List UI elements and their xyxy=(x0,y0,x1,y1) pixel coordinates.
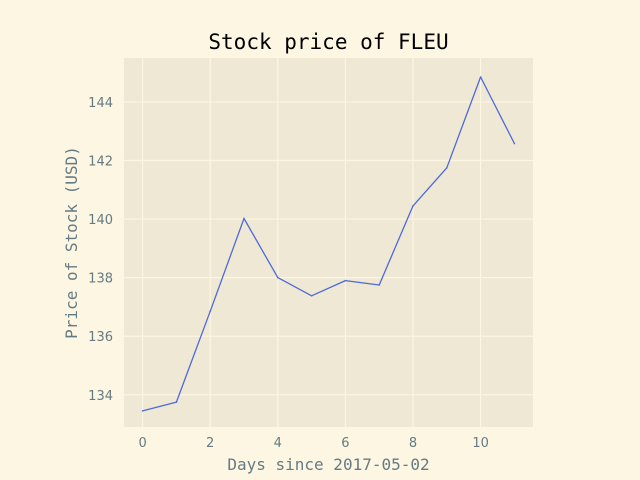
data-point xyxy=(310,295,313,297)
y-tick-label: 144 xyxy=(88,96,113,111)
data-point xyxy=(446,167,448,169)
y-axis-label: Price of Stock (USD) xyxy=(62,146,81,339)
x-tick-label: 10 xyxy=(472,436,489,451)
x-axis-label: Days since 2017-05-02 xyxy=(227,455,429,474)
plot-area xyxy=(124,58,533,427)
chart-title: Stock price of FLEU xyxy=(208,30,448,54)
x-tick-label: 2 xyxy=(206,436,214,451)
data-point xyxy=(243,217,245,220)
y-tick-label: 140 xyxy=(88,213,113,228)
data-point xyxy=(175,401,178,403)
data-point xyxy=(344,279,347,282)
data-point xyxy=(412,205,414,207)
data-point xyxy=(378,284,381,286)
grid-lines xyxy=(124,58,533,427)
x-tick-label: 6 xyxy=(341,436,349,451)
series-layer xyxy=(141,76,516,412)
x-tick-label: 8 xyxy=(409,436,417,451)
y-tick-label: 142 xyxy=(88,155,113,170)
data-point xyxy=(276,276,279,279)
data-point xyxy=(209,310,211,313)
y-tick-label: 134 xyxy=(88,389,113,404)
data-point xyxy=(513,142,516,145)
y-tick-label: 138 xyxy=(88,272,113,287)
series-line xyxy=(142,76,515,412)
data-point xyxy=(479,76,482,78)
x-tick-label: 4 xyxy=(274,436,282,451)
y-tick-label: 136 xyxy=(88,330,113,345)
x-tick-label: 0 xyxy=(138,436,146,451)
data-point xyxy=(141,410,144,412)
tick-labels: 0 2 4 6 8 10 134 136 138 140 142 144 xyxy=(88,96,489,451)
